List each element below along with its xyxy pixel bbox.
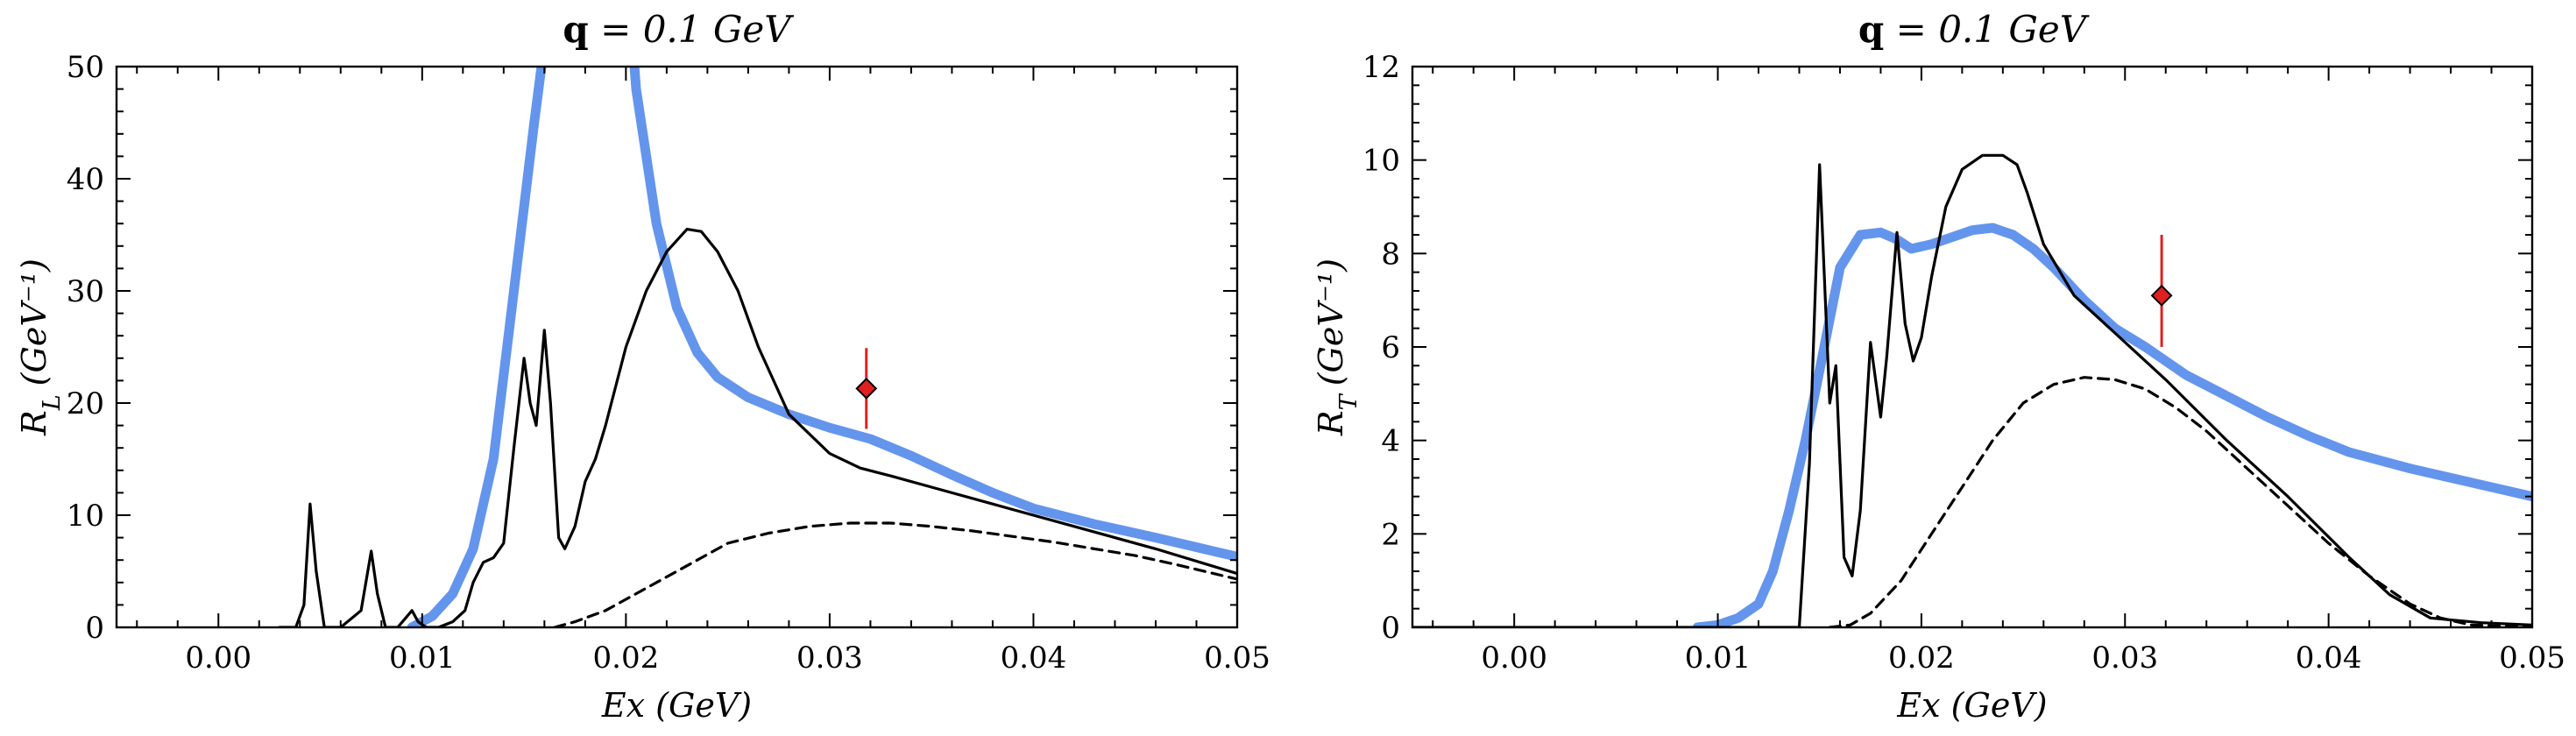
y-tick-label: 50 [67, 50, 104, 85]
y-tick-label: 0 [1381, 611, 1400, 646]
series-line-solid [278, 228, 1237, 627]
chart-title: q = 0.1 GeV [563, 8, 794, 51]
series-line-dashed [1828, 376, 2532, 627]
data-marker [855, 377, 878, 400]
y-tick-label: 20 [67, 386, 104, 421]
plot-frame [115, 65, 1239, 629]
x-tick-label: 0.01 [389, 640, 456, 676]
x-axis-label: Ex (GeV) [1896, 686, 2047, 725]
x-tick-label: 0.04 [1001, 640, 1067, 676]
x-tick-label: 0.02 [593, 640, 660, 676]
series-line-blue [407, 67, 1237, 627]
x-tick-label: 0.00 [185, 640, 251, 676]
plot-area [1412, 153, 2532, 627]
y-tick-label: 2 [1381, 517, 1400, 552]
series-line-dashed [553, 521, 1237, 627]
plot-frame [1411, 65, 2534, 629]
x-tick-label: 0.04 [2296, 640, 2362, 676]
plot-area [278, 67, 1237, 627]
y-tick-label: 30 [67, 274, 104, 309]
x-tick-label: 0.01 [1685, 640, 1752, 676]
y-axis-label: RL(GeV⁻¹) [15, 258, 66, 436]
y-tick-label: 12 [1362, 50, 1400, 85]
chart-title: q = 0.1 GeV [1858, 8, 2090, 51]
y-tick-label: 40 [67, 162, 104, 197]
series-line-blue [1692, 223, 2532, 627]
x-axis-label: Ex (GeV) [601, 686, 752, 725]
y-tick-label: 10 [1362, 144, 1400, 179]
x-tick-label: 0.02 [1888, 640, 1955, 676]
x-tick-label: 0.05 [2499, 640, 2565, 676]
x-tick-label: 0.00 [1481, 640, 1547, 676]
data-marker [2150, 284, 2173, 307]
right-panel-rt: 0.00 0.01 0.02 0.03 0.04 0.05 0 2 4 6 8 10 12 Ex (GeV… [1312, 8, 2565, 725]
y-tick-label: 4 [1381, 424, 1400, 459]
series-line-solid [1412, 153, 2532, 627]
y-tick-label: 6 [1381, 330, 1400, 365]
y-axis-label: RT(GeV⁻¹) [1312, 258, 1362, 436]
x-tick-label: 0.05 [1204, 640, 1270, 676]
y-tick-label: 10 [67, 499, 104, 534]
x-tick-label: 0.03 [796, 640, 863, 676]
y-tick-label: 8 [1381, 237, 1400, 272]
x-tick-label: 0.03 [2091, 640, 2158, 676]
y-tick-label: 0 [85, 611, 104, 646]
left-panel-rl: 0.00 0.01 0.02 0.03 0.04 0.05 0 10 20 30 40 50 Ex (G… [15, 8, 1270, 725]
